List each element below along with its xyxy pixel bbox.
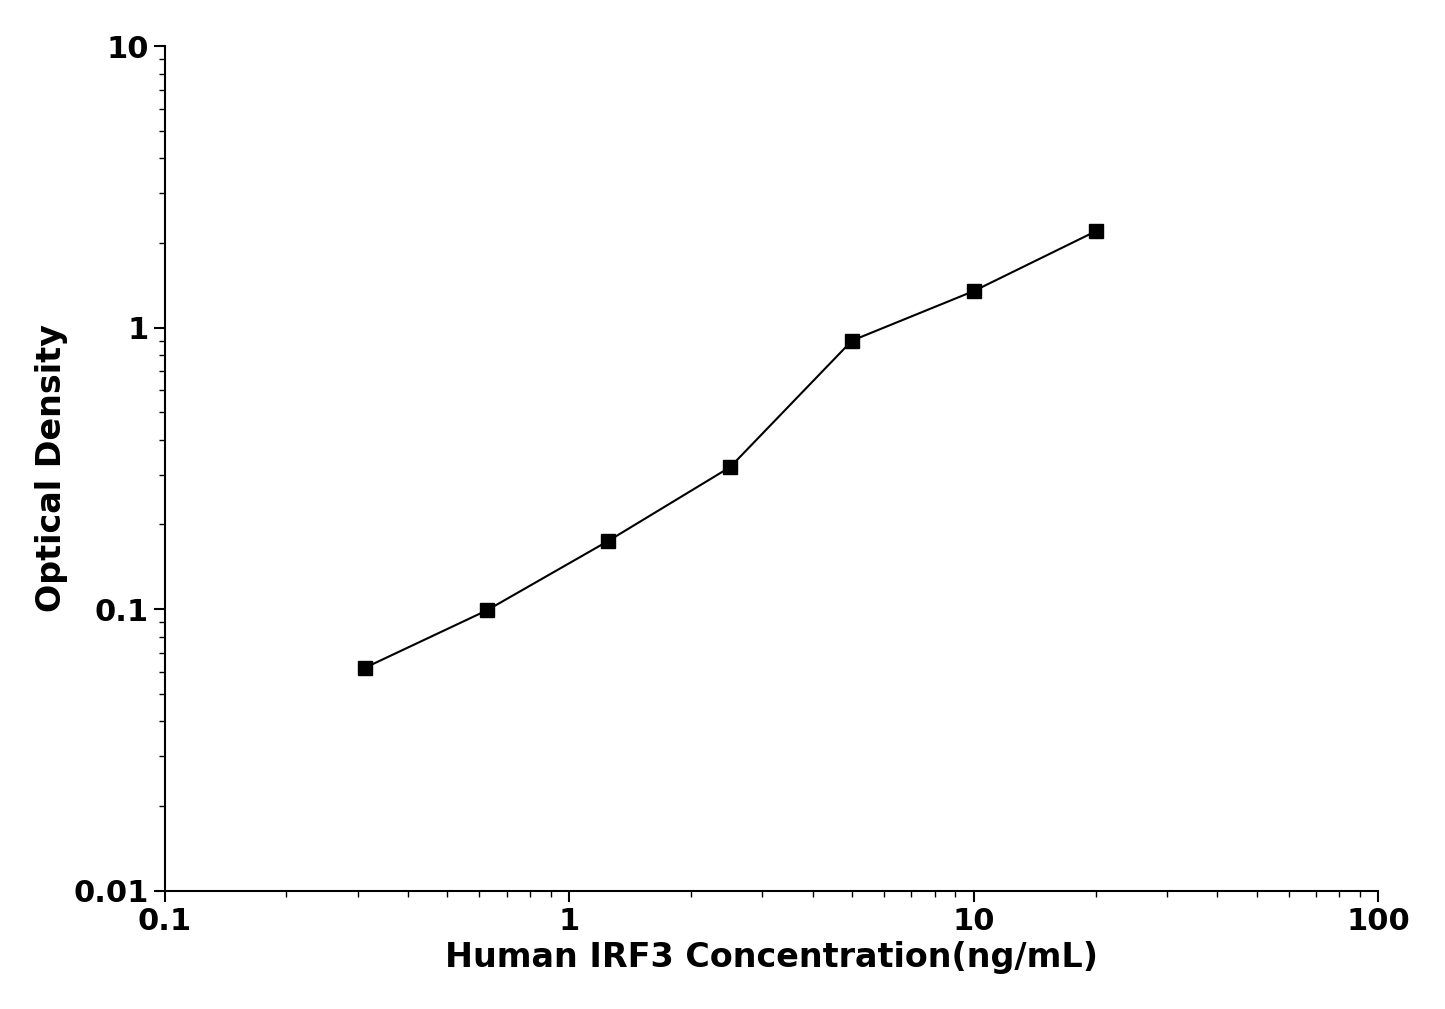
X-axis label: Human IRF3 Concentration(ng/mL): Human IRF3 Concentration(ng/mL) — [445, 941, 1098, 975]
Y-axis label: Optical Density: Optical Density — [35, 325, 68, 612]
